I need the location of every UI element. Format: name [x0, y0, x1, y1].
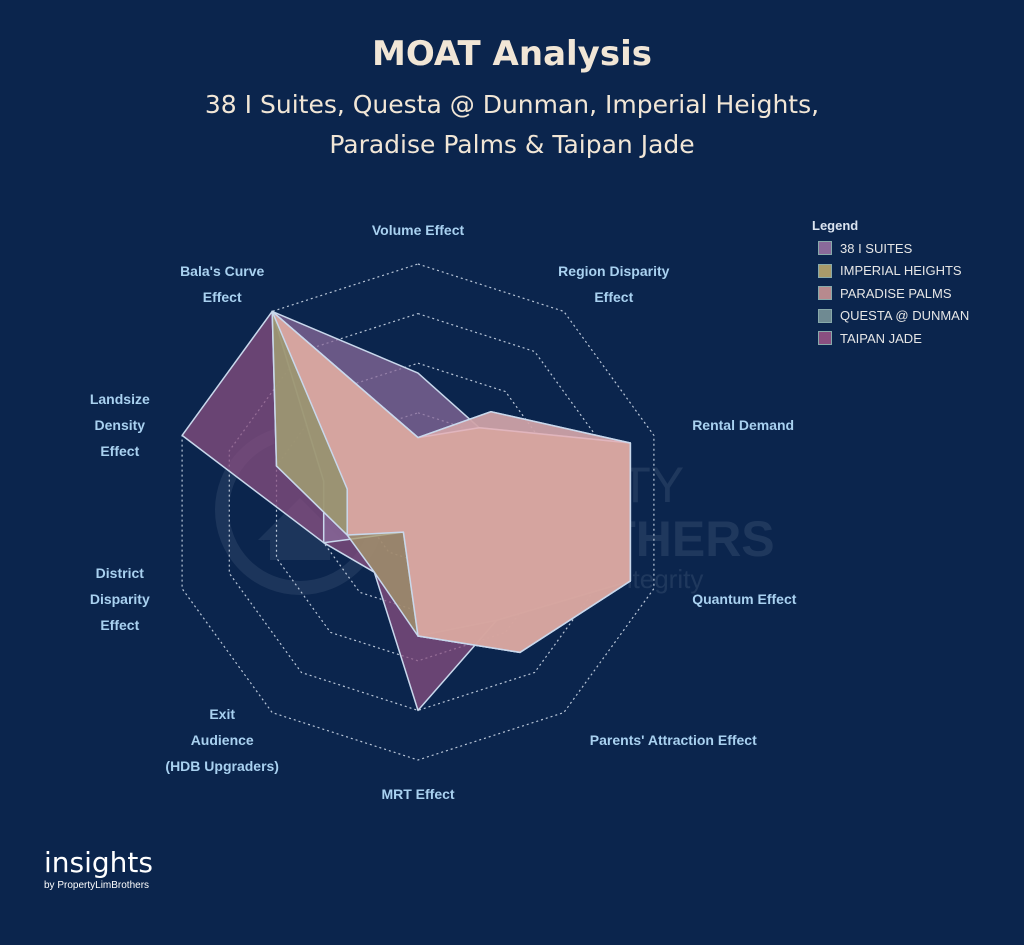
axis-label: (HDB Upgraders) [165, 758, 279, 774]
brand-name: insights [44, 846, 153, 879]
watermark-logo-house [258, 498, 342, 560]
chart-title: MOAT Analysis [372, 34, 652, 74]
grid-ring [181, 263, 655, 761]
axis-label: Effect [100, 443, 139, 459]
legend-item-questa-dunman[interactable]: QUESTA @ DUNMAN [812, 305, 969, 328]
axis-label: Volume Effect [372, 222, 465, 238]
chart-subtitle-line2: Paradise Palms & Taipan Jade [329, 130, 695, 159]
brand-logo: insights by PropertyLimBrothers [44, 846, 153, 892]
axis-label: Landsize [90, 391, 150, 407]
chart-subtitle-line1: 38 I Suites, Questa @ Dunman, Imperial H… [204, 90, 820, 119]
legend: Legend 38 I SUITES IMPERIAL HEIGHTS PARA… [812, 218, 969, 350]
axis-label: Density [95, 417, 146, 433]
axis-label: Parents' Attraction Effect [590, 732, 757, 748]
legend-swatch [818, 241, 832, 256]
axis-label: Rental Demand [692, 417, 794, 433]
axis-label: Effect [100, 617, 139, 633]
series-paradise-palms[interactable] [271, 310, 632, 654]
legend-swatch [818, 331, 832, 346]
brand-byline: by PropertyLimBrothers [44, 880, 150, 891]
legend-label: QUESTA @ DUNMAN [840, 308, 970, 324]
axis-labels: Volume Effect Region Disparity Effect Renta… [90, 222, 797, 802]
axis-label: Quantum Effect [692, 591, 797, 607]
axis-label: Effect [203, 289, 242, 305]
axis-label: Effect [594, 289, 633, 305]
axis-label: Bala's Curve [180, 263, 264, 279]
legend-swatch [818, 263, 832, 278]
legend-label: 38 I SUITES [840, 240, 913, 256]
legend-item-taipan-jade[interactable]: TAIPAN JADE [812, 327, 969, 350]
axis-label: Region Disparity [558, 263, 669, 279]
legend-item-paradise-palms[interactable]: PARADISE PALMS [812, 282, 969, 305]
radar-series [181, 310, 632, 712]
axis-label: Exit [209, 706, 235, 722]
legend-label: PARADISE PALMS [840, 285, 952, 301]
legend-item-38-i-suites[interactable]: 38 I SUITES [812, 237, 969, 260]
legend-swatch [818, 286, 832, 301]
axis-label: Audience [191, 732, 254, 748]
legend-item-imperial-heights[interactable]: IMPERIAL HEIGHTS [812, 260, 969, 283]
axis-label: Disparity [90, 591, 150, 607]
axis-label: MRT Effect [381, 786, 454, 802]
axis-label: District [96, 565, 145, 581]
legend-swatch [818, 308, 832, 323]
legend-label: TAIPAN JADE [840, 330, 922, 346]
legend-title: Legend [812, 218, 859, 233]
legend-label: IMPERIAL HEIGHTS [840, 263, 962, 279]
